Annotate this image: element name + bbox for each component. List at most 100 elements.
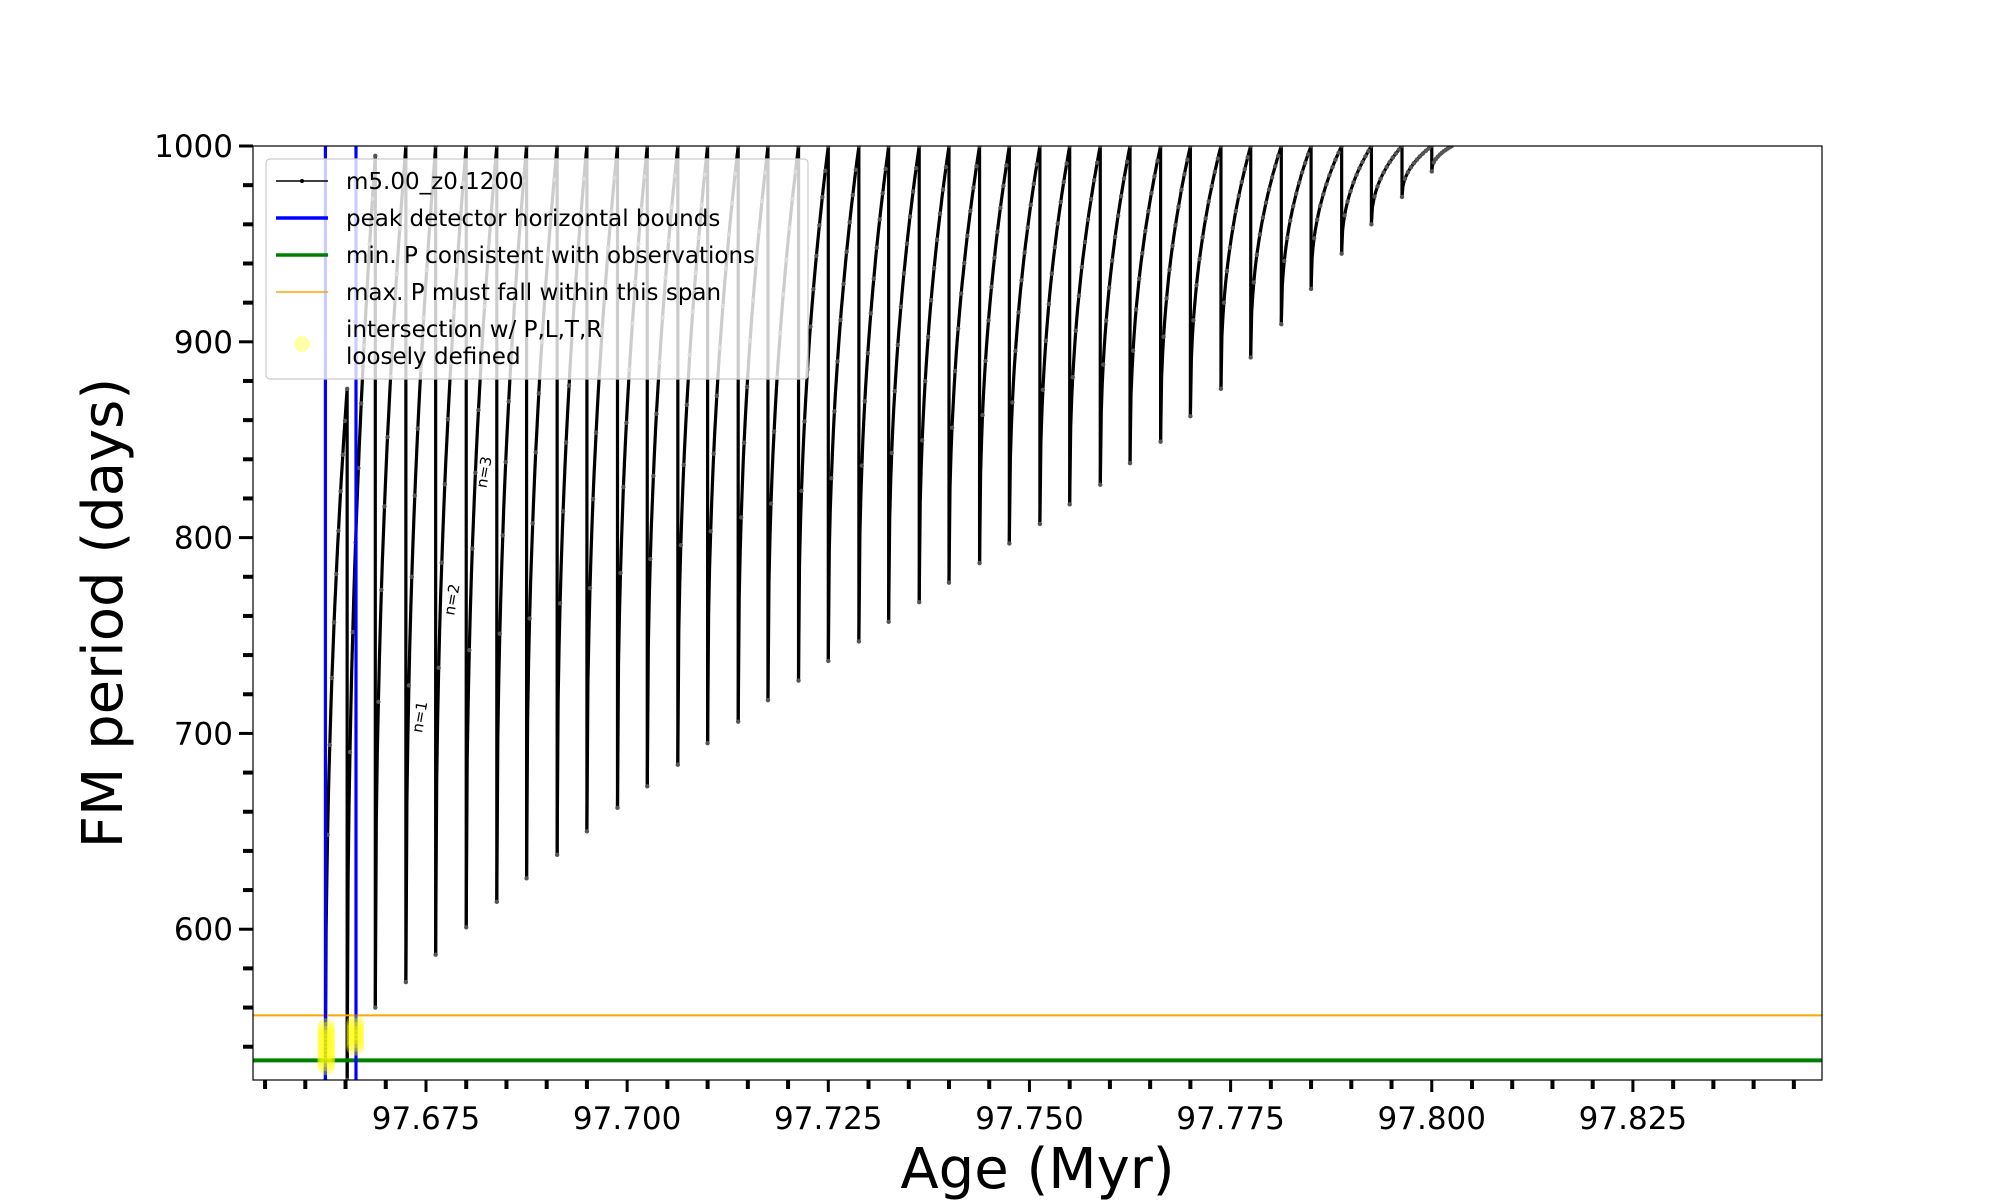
pulse-point	[1109, 258, 1115, 263]
pulse-point	[359, 401, 364, 406]
pulse-point	[1263, 200, 1269, 205]
pulse-point	[344, 386, 350, 392]
pulse-point	[1348, 188, 1353, 194]
pulse-point	[1279, 321, 1284, 327]
pulse-curve	[947, 146, 982, 583]
pulse-point	[1167, 267, 1172, 272]
pulse-point	[327, 742, 332, 748]
pulse-point	[590, 496, 596, 502]
pulse-point	[768, 501, 774, 506]
pulse-point	[992, 255, 997, 260]
pulse-point	[1351, 180, 1356, 185]
pulse-point	[898, 304, 904, 309]
pulse-curve	[857, 146, 891, 642]
pulse-point	[1161, 334, 1166, 339]
legend-entry: intersection w/ P,L,T,R	[346, 317, 602, 343]
pulse-point	[877, 217, 882, 222]
pulse-point	[1330, 164, 1335, 170]
pulse-point	[1004, 163, 1009, 168]
pulse-point	[1305, 152, 1311, 157]
pulse-point	[1408, 165, 1414, 170]
intersection-marker	[317, 1053, 336, 1072]
pulse-point	[901, 271, 907, 276]
pulse-point	[1061, 179, 1066, 185]
pulse-point	[1130, 348, 1136, 353]
pulse-point	[467, 647, 472, 653]
pulse-point	[1037, 521, 1043, 527]
pulse-point	[868, 311, 873, 316]
pulse-point	[654, 411, 659, 417]
pulse-point	[1251, 280, 1256, 285]
pulse-curve	[1309, 146, 1344, 289]
pulse-point	[494, 899, 499, 905]
x-tick-label: 97.725	[774, 1101, 882, 1137]
pulse-point	[829, 476, 834, 481]
pulse-point	[1073, 328, 1078, 333]
intersection-marker	[317, 1022, 336, 1041]
pulse-point	[1031, 181, 1036, 187]
pulse-curve	[826, 146, 861, 662]
pulse-point	[1399, 194, 1405, 200]
pulse-point	[814, 253, 819, 258]
pulse-point	[1257, 232, 1263, 237]
pulse-point	[771, 429, 777, 434]
pulse-point	[886, 619, 891, 625]
pulse-point	[1327, 173, 1332, 178]
pulse-point	[554, 852, 560, 858]
pulse-point	[675, 762, 681, 767]
pulse-point	[940, 187, 946, 192]
pulse-point	[1254, 252, 1260, 258]
pulse-point	[1140, 250, 1145, 256]
pulse-point	[917, 600, 922, 605]
pulse-curve	[1068, 146, 1102, 505]
intersection-marker	[317, 1049, 336, 1068]
pulse-point	[1372, 194, 1377, 199]
pulse-point	[862, 399, 868, 404]
intersection-marker	[346, 1029, 365, 1048]
legend-marker	[300, 179, 304, 183]
pulse-point	[934, 237, 940, 242]
pulse-point	[838, 317, 843, 323]
pulse-point	[1104, 318, 1109, 323]
pulse-point	[968, 208, 973, 213]
pulse-point	[1218, 386, 1224, 392]
pulse-point	[955, 326, 961, 331]
axes-frame	[252, 145, 1823, 1081]
pulse-point	[1291, 204, 1296, 209]
pulse-point	[1091, 178, 1097, 183]
pulse-point	[1188, 414, 1193, 419]
pulse-curve	[1219, 146, 1253, 389]
pulse-point	[1414, 157, 1420, 162]
pulse-point	[1028, 202, 1033, 208]
pulse-point	[563, 440, 569, 445]
y-tick-label: 600	[174, 912, 233, 948]
pulse-point	[1043, 338, 1049, 343]
intersection-marker	[346, 1014, 365, 1033]
pulse-point	[1390, 155, 1396, 160]
pulse-point	[1288, 218, 1293, 223]
pulse-point	[1266, 187, 1272, 192]
pulse-point	[1366, 148, 1371, 154]
pulse-point	[904, 241, 910, 246]
pulse-point	[1127, 461, 1133, 466]
pulse-point	[406, 683, 412, 688]
legend-entry: peak detector horizontal bounds	[346, 206, 720, 232]
pulse-point	[1429, 169, 1434, 174]
pulse-point	[871, 276, 876, 281]
pulse-point	[1182, 172, 1187, 177]
pulse-point	[1206, 199, 1211, 204]
pulse-point	[336, 528, 341, 533]
pulse-point	[1170, 243, 1175, 249]
intersection-marker	[346, 1025, 365, 1044]
pulse-point	[1339, 251, 1344, 256]
pulse-point	[624, 420, 629, 426]
pulse-point	[1176, 204, 1181, 209]
pulse-curve	[917, 146, 951, 603]
legend-swatch	[294, 336, 310, 352]
annotation-label: n=2	[440, 582, 463, 616]
pulse-point	[1197, 256, 1202, 262]
intersection-marker	[346, 1037, 365, 1056]
annotation-label: n=3	[473, 455, 496, 489]
